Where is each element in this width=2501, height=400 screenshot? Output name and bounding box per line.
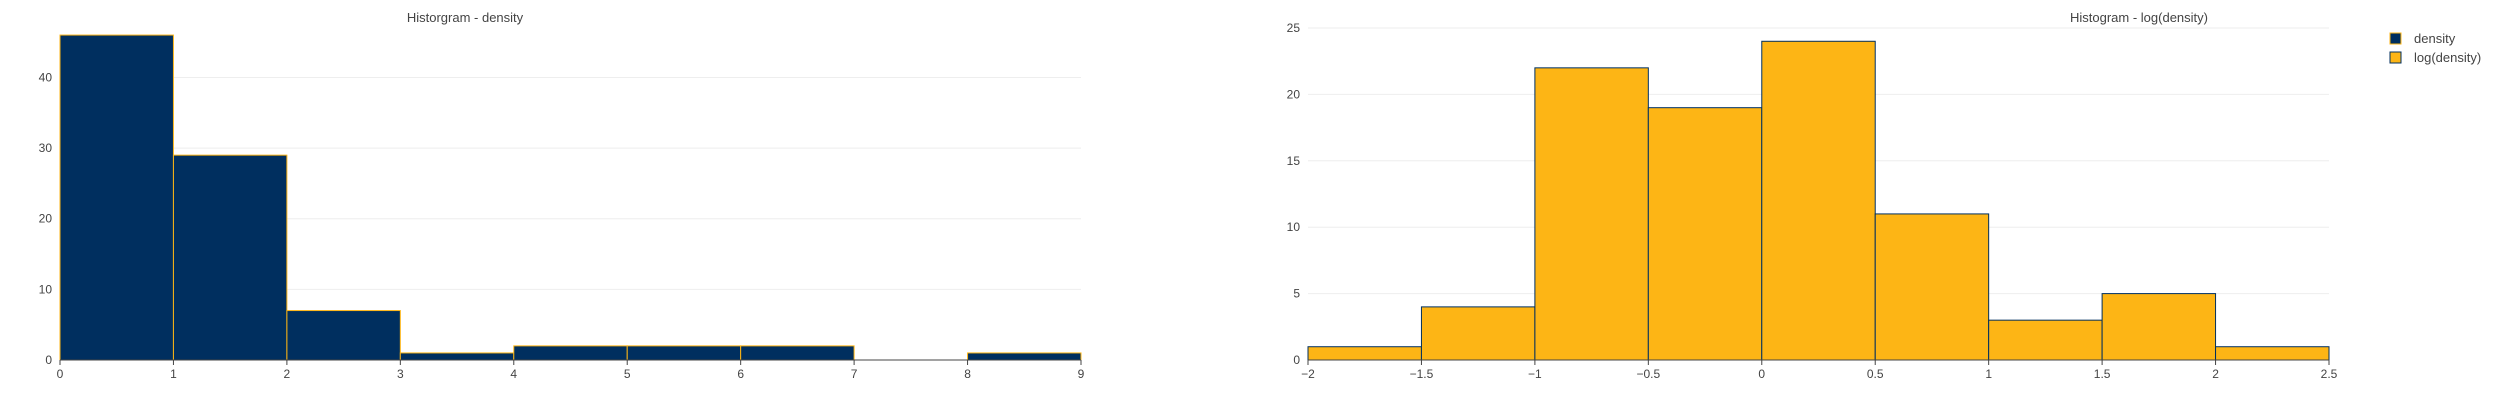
density-x-ticks: 0 1 2 3 4 5 6 7 8 9 bbox=[57, 360, 1085, 381]
density-x-tick-label: 0 bbox=[57, 367, 64, 381]
log-density-x-tick-label: −2 bbox=[1301, 367, 1315, 381]
density-y-tick-label: 20 bbox=[39, 212, 53, 226]
legend: density log(density) bbox=[2389, 31, 2481, 65]
log-density-y-tick-label: 5 bbox=[1293, 287, 1300, 301]
log-density-y-tick-label: 20 bbox=[1287, 87, 1301, 101]
log-density-chart-title: Histogram - log(density) bbox=[2070, 10, 2208, 25]
legend-label-log-density: log(density) bbox=[2414, 50, 2481, 65]
log-density-x-ticks: −2 −1.5 −1 −0.5 0 0.5 1 1.5 2 2.5 bbox=[1301, 360, 2338, 381]
density-bar[interactable] bbox=[172, 154, 288, 361]
legend-swatch-log-density bbox=[2389, 51, 2402, 64]
density-bar[interactable] bbox=[59, 34, 174, 361]
legend-label-density: density bbox=[2414, 31, 2456, 46]
log-density-y-tick-label: 0 bbox=[1293, 353, 1300, 367]
density-chart-title: Historgram - density bbox=[407, 10, 524, 25]
log-density-x-tick-label: −0.5 bbox=[1636, 367, 1660, 381]
density-bar[interactable] bbox=[513, 345, 628, 361]
density-histogram-panel: 0 1 2 3 4 5 6 7 8 9 0 10 20 30 40 Historgram - densit… bbox=[39, 10, 1085, 381]
density-x-tick-label: 4 bbox=[510, 367, 517, 381]
density-x-tick-label: 3 bbox=[397, 367, 404, 381]
density-bar[interactable] bbox=[740, 345, 855, 361]
legend-item-density[interactable]: density bbox=[2389, 31, 2456, 46]
log-density-y-ticks: 0 5 10 15 20 25 bbox=[1287, 21, 1301, 367]
log-density-x-tick-label: 2 bbox=[2212, 367, 2219, 381]
log-density-bar[interactable] bbox=[1420, 306, 1536, 361]
density-x-tick-label: 9 bbox=[1078, 367, 1085, 381]
log-density-x-tick-label: 0.5 bbox=[1867, 367, 1884, 381]
log-density-bars bbox=[1307, 40, 2330, 361]
log-density-bar[interactable] bbox=[1534, 67, 1649, 361]
log-density-y-tick-label: 15 bbox=[1287, 154, 1301, 168]
density-bar[interactable] bbox=[967, 352, 1082, 361]
log-density-x-tick-label: 1 bbox=[1985, 367, 1992, 381]
density-y-tick-label: 30 bbox=[39, 141, 53, 155]
density-bar[interactable] bbox=[399, 352, 515, 361]
legend-item-log-density[interactable]: log(density) bbox=[2389, 50, 2481, 65]
log-density-bar[interactable] bbox=[1647, 107, 1763, 361]
log-density-x-tick-label: 1.5 bbox=[2094, 367, 2111, 381]
density-x-tick-label: 1 bbox=[170, 367, 177, 381]
density-bars bbox=[59, 34, 1082, 361]
density-x-tick-label: 6 bbox=[737, 367, 744, 381]
density-x-tick-label: 8 bbox=[964, 367, 971, 381]
density-y-tick-label: 10 bbox=[39, 282, 53, 296]
density-x-tick-label: 7 bbox=[851, 367, 858, 381]
legend-swatch-density bbox=[2389, 32, 2402, 45]
log-density-bar[interactable] bbox=[2215, 346, 2330, 361]
log-density-y-tick-label: 10 bbox=[1287, 220, 1301, 234]
log-density-y-tick-label: 25 bbox=[1287, 21, 1301, 35]
density-x-tick-label: 2 bbox=[284, 367, 291, 381]
density-y-ticks: 0 10 20 30 40 bbox=[39, 70, 53, 367]
log-density-x-tick-label: 0 bbox=[1758, 367, 1765, 381]
log-density-bar[interactable] bbox=[1307, 346, 1422, 361]
density-x-tick-label: 5 bbox=[624, 367, 631, 381]
density-bar[interactable] bbox=[286, 310, 401, 361]
log-density-x-tick-label: 2.5 bbox=[2321, 367, 2338, 381]
log-density-bar[interactable] bbox=[1988, 319, 2103, 361]
log-density-x-tick-label: −1 bbox=[1528, 367, 1542, 381]
density-y-tick-label: 0 bbox=[45, 353, 52, 367]
log-density-bar[interactable] bbox=[1761, 40, 1876, 361]
log-density-bar[interactable] bbox=[1874, 213, 1990, 361]
density-y-tick-label: 40 bbox=[39, 70, 53, 84]
log-density-bar[interactable] bbox=[2101, 293, 2217, 361]
log-density-x-tick-label: −1.5 bbox=[1410, 367, 1434, 381]
log-density-histogram-panel: −2 −1.5 −1 −0.5 0 0.5 1 1.5 2 2.5 0 5 10 15 20 25 Hist… bbox=[1287, 10, 2338, 381]
density-bar[interactable] bbox=[626, 345, 742, 361]
